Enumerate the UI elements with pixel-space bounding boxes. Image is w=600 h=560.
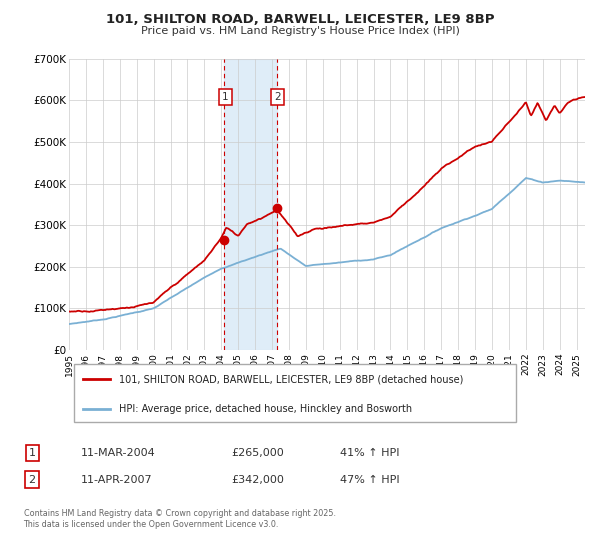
Text: 101, SHILTON ROAD, BARWELL, LEICESTER, LE9 8BP: 101, SHILTON ROAD, BARWELL, LEICESTER, L… bbox=[106, 13, 494, 26]
Text: Contains HM Land Registry data © Crown copyright and database right 2025.
This d: Contains HM Land Registry data © Crown c… bbox=[23, 509, 335, 529]
Text: £265,000: £265,000 bbox=[231, 447, 284, 458]
Text: 1: 1 bbox=[29, 447, 35, 458]
Text: 41% ↑ HPI: 41% ↑ HPI bbox=[340, 447, 400, 458]
Bar bbox=[224, 59, 277, 350]
Text: £342,000: £342,000 bbox=[231, 474, 284, 484]
Text: 11-MAR-2004: 11-MAR-2004 bbox=[81, 447, 156, 458]
Text: Price paid vs. HM Land Registry's House Price Index (HPI): Price paid vs. HM Land Registry's House … bbox=[140, 26, 460, 36]
Text: 1: 1 bbox=[222, 92, 229, 102]
Text: 47% ↑ HPI: 47% ↑ HPI bbox=[340, 474, 400, 484]
Text: 11-APR-2007: 11-APR-2007 bbox=[81, 474, 153, 484]
Text: 101, SHILTON ROAD, BARWELL, LEICESTER, LE9 8BP (detached house): 101, SHILTON ROAD, BARWELL, LEICESTER, L… bbox=[119, 374, 464, 384]
FancyBboxPatch shape bbox=[74, 365, 516, 422]
Text: HPI: Average price, detached house, Hinckley and Bosworth: HPI: Average price, detached house, Hinc… bbox=[119, 404, 412, 414]
Text: 2: 2 bbox=[29, 474, 36, 484]
Text: 2: 2 bbox=[274, 92, 281, 102]
